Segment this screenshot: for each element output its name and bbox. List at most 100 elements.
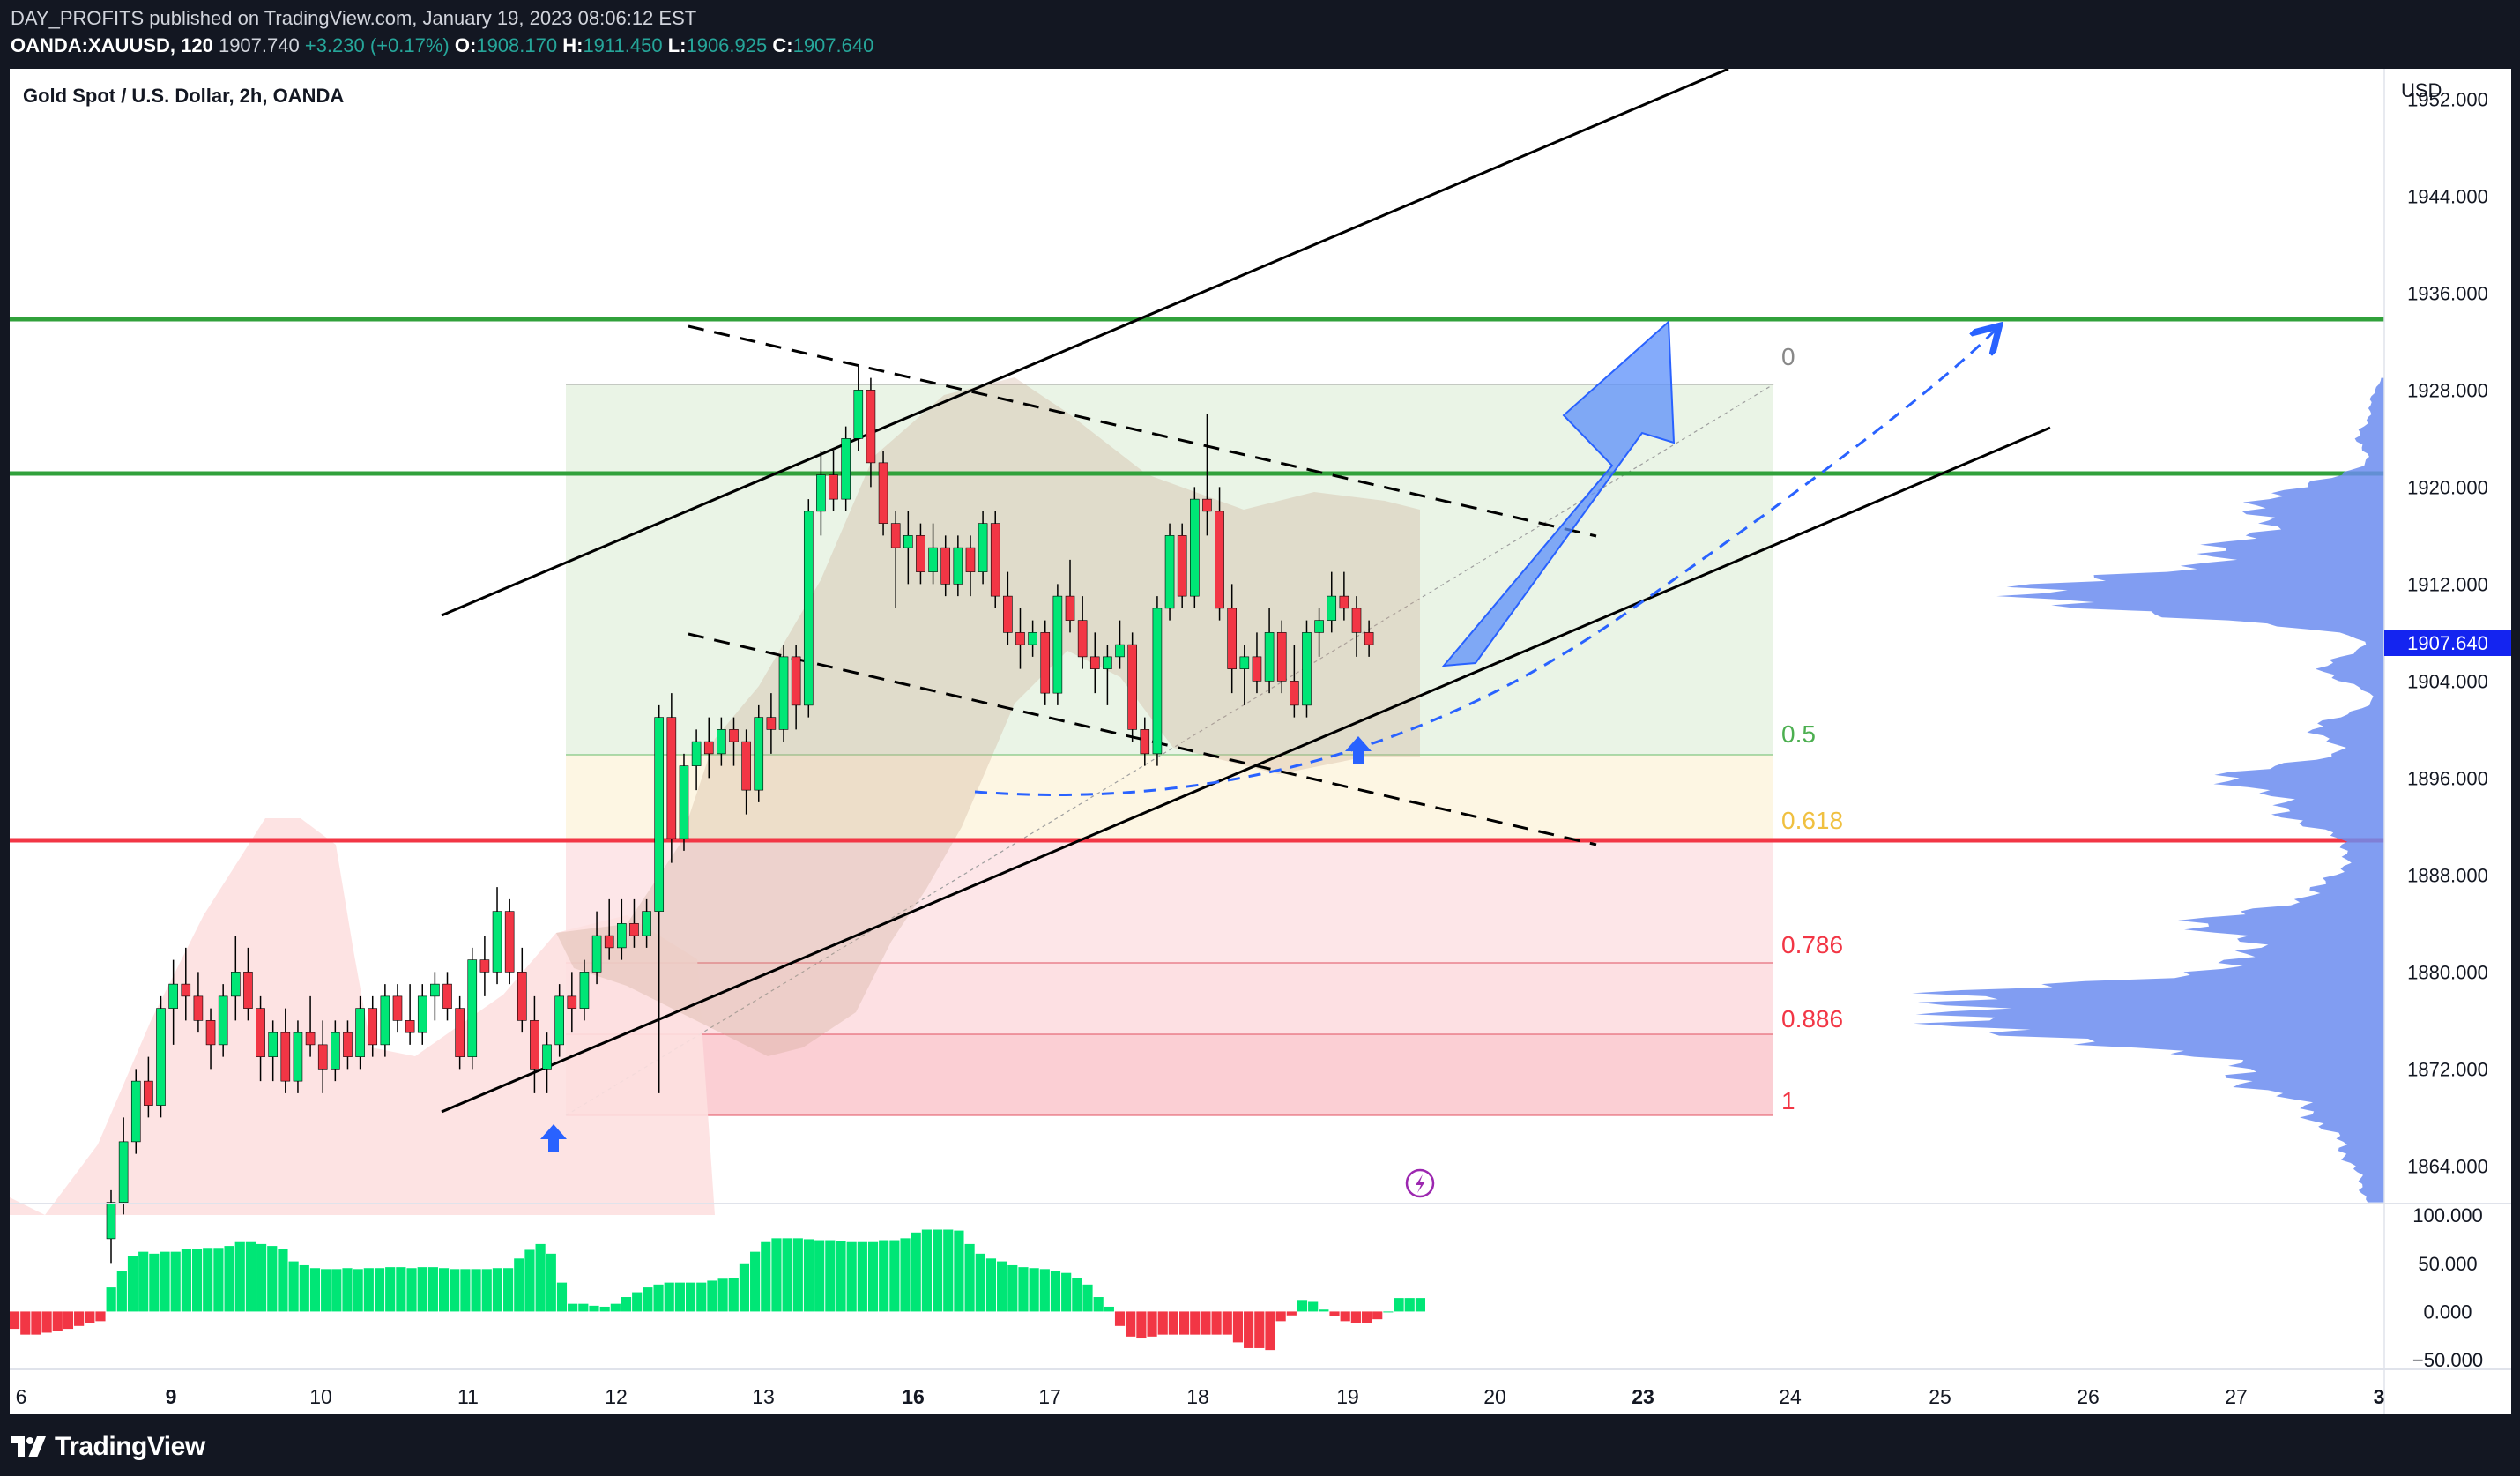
oscillator-bar [385, 1267, 396, 1312]
candle [916, 523, 925, 585]
oscillator-bar [1104, 1306, 1114, 1312]
candle [928, 523, 938, 585]
candle [629, 898, 639, 948]
oscillator-bar [116, 1271, 127, 1312]
candle [467, 947, 478, 1070]
oscillator-bar [621, 1297, 632, 1312]
oscillator-bar [1147, 1311, 1157, 1337]
candle [1202, 414, 1212, 536]
candle [293, 1020, 303, 1093]
candle [754, 704, 764, 802]
oscillator-bar [278, 1249, 288, 1312]
oscillator-bar [256, 1243, 267, 1312]
candle [1327, 571, 1337, 633]
fib-label-1: 1 [1781, 1087, 1795, 1114]
oscillator-bar [578, 1303, 589, 1312]
candle [256, 995, 265, 1082]
candle [604, 898, 614, 960]
candle [617, 898, 627, 960]
oscillator-bar [867, 1241, 879, 1312]
oscillator-bar [267, 1246, 278, 1312]
candle [642, 898, 651, 948]
last-price: 1907.740 [218, 34, 300, 56]
event-marker-icon[interactable] [1405, 1168, 1435, 1198]
oscillator-bar [160, 1251, 170, 1312]
oscillator-bar [771, 1238, 782, 1312]
oscillator-bar [814, 1240, 825, 1312]
oscillator-tick-label: 100.000 [2412, 1204, 2483, 1226]
candle [1089, 632, 1100, 694]
candle [791, 645, 801, 730]
candle [1264, 608, 1275, 694]
time-tick-label: 17 [1038, 1385, 1061, 1408]
oscillator-bar [900, 1238, 911, 1312]
candle [1314, 608, 1324, 657]
dashed-channel-upper[interactable] [688, 324, 1597, 538]
time-axis[interactable]: 6 9 10 11 12 13 16 17 18 19 20 23 24 25 26 27 3 [16, 1385, 2385, 1408]
candle [405, 984, 415, 1045]
candle [567, 972, 577, 1033]
oscillator-bar [1072, 1278, 1082, 1312]
fib-retracement[interactable] [565, 384, 1774, 1116]
time-tick-label: 24 [1779, 1385, 1802, 1408]
oscillator-bar [846, 1241, 857, 1312]
candle [205, 1008, 216, 1070]
bullish-arrow[interactable] [1441, 319, 1676, 667]
dashed-channel-lower[interactable] [688, 632, 1597, 846]
fib-label-05: 0.5 [1781, 720, 1816, 748]
candle [1227, 584, 1237, 694]
candle [803, 499, 814, 718]
candle [1339, 571, 1349, 621]
oscillator-bar [138, 1251, 149, 1312]
oscillator-bar [213, 1248, 224, 1312]
low-value: 1906.925 [686, 34, 768, 56]
candle [591, 911, 602, 985]
oscillator-bar [191, 1249, 203, 1312]
oscillator-bar [41, 1311, 52, 1333]
candle [1103, 645, 1112, 705]
oscillator-bar [342, 1268, 353, 1312]
oscillator-bar [568, 1303, 578, 1312]
symbol-label[interactable]: OANDA:XAUUSD, 120 [11, 34, 213, 56]
oscillator-bar [63, 1311, 74, 1330]
channel-lower-line[interactable] [441, 426, 2051, 1114]
projection-curve-arrow[interactable] [974, 330, 1996, 796]
oscillator-histogram [10, 1229, 1425, 1351]
oscillator-bar [524, 1249, 535, 1312]
price-tick-label: 1880.000 [2407, 961, 2488, 983]
oscillator-bar [321, 1269, 331, 1312]
oscillator-bar [1201, 1311, 1211, 1335]
price-tick-label: 1952.000 [2407, 88, 2488, 110]
oscillator-bar [589, 1305, 599, 1312]
oscillator-bar [803, 1239, 814, 1312]
footer-branding[interactable]: TradingView [11, 1428, 205, 1465]
currency-label: USD [2401, 79, 2442, 101]
candle [554, 984, 564, 1057]
oscillator-bar [696, 1282, 707, 1312]
fib-label-0618: 0.618 [1781, 807, 1843, 834]
oscillator-bar [1275, 1311, 1286, 1322]
chart-canvas[interactable]: 0 0.5 0.618 0.786 0.886 1 Gold Spot / U.… [10, 67, 2511, 1414]
oscillator-bar [1018, 1267, 1029, 1312]
candle [1140, 717, 1150, 766]
price-axis[interactable]: USD 1952.000 1944.000 1936.000 1928.000 1920… [2383, 69, 2511, 1414]
candle [530, 995, 539, 1093]
oscillator-bar [1029, 1268, 1039, 1312]
time-tick-label: 26 [2077, 1385, 2100, 1408]
candle [903, 511, 913, 585]
tradingview-brand: TradingView [55, 1432, 205, 1461]
candle [442, 972, 452, 1021]
candle [1065, 559, 1075, 633]
low-label: L: [667, 34, 687, 56]
channel-upper-line[interactable] [441, 67, 1729, 617]
oscillator-bar [728, 1278, 739, 1312]
oscillator-bar [1232, 1311, 1244, 1343]
oscillator-bar [792, 1238, 803, 1312]
candle [280, 1008, 291, 1093]
oscillator-bar [181, 1249, 191, 1312]
oscillator-bar [975, 1253, 985, 1312]
oscillator-bar [127, 1256, 138, 1312]
oscillator-bar [417, 1267, 427, 1312]
candle [1190, 487, 1200, 608]
chart-frame[interactable]: 0 0.5 0.618 0.786 0.886 1 Gold Spot / U.… [10, 67, 2511, 1414]
